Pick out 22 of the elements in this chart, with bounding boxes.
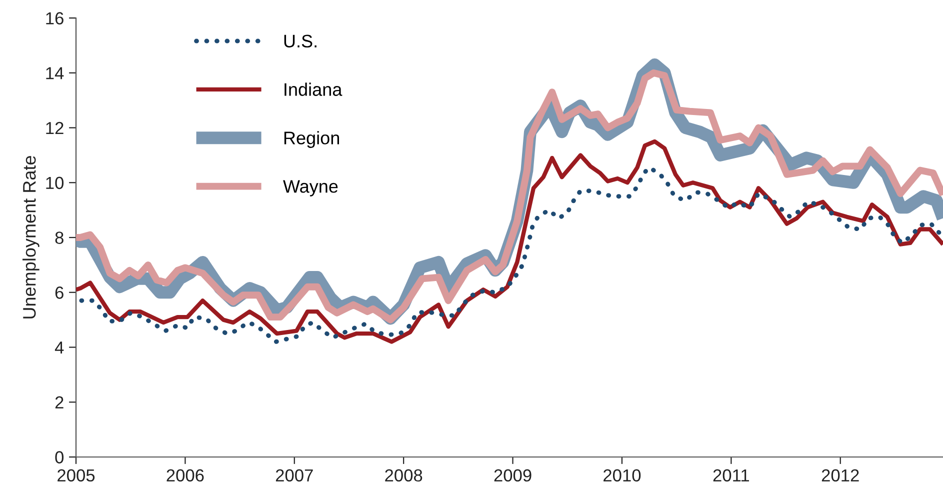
legend-label: Region: [284, 131, 339, 148]
x-tick-label: 2008: [385, 469, 422, 482]
y-tick-label: 0: [55, 451, 64, 464]
y-tick-label: 8: [55, 232, 64, 244]
x-tick-label: 2011: [713, 469, 749, 482]
legend-label: Indiana: [284, 82, 342, 96]
x-tick-label: 2010: [604, 469, 641, 482]
x-tick-label: 2006: [166, 469, 204, 482]
x-tick-label: 2012: [822, 469, 859, 482]
y-tick-label: 6: [55, 286, 64, 299]
y-tick-label: 10: [46, 176, 64, 190]
x-tick-label: 2005: [58, 469, 95, 482]
legend-label: Wayne: [283, 180, 338, 196]
y-tick-label: 12: [46, 122, 64, 134]
legend-label: U.S.: [284, 34, 316, 48]
y-tick-label: 2: [55, 396, 64, 408]
y-tick-label: 16: [46, 12, 64, 24]
x-tick-label: 2007: [276, 469, 313, 482]
y-tick-label: 4: [54, 342, 64, 354]
y-tick-label: 14: [46, 67, 64, 80]
x-tick-label: 2009: [494, 469, 532, 482]
y-axis-title: Unemployment Rate: [22, 156, 40, 318]
